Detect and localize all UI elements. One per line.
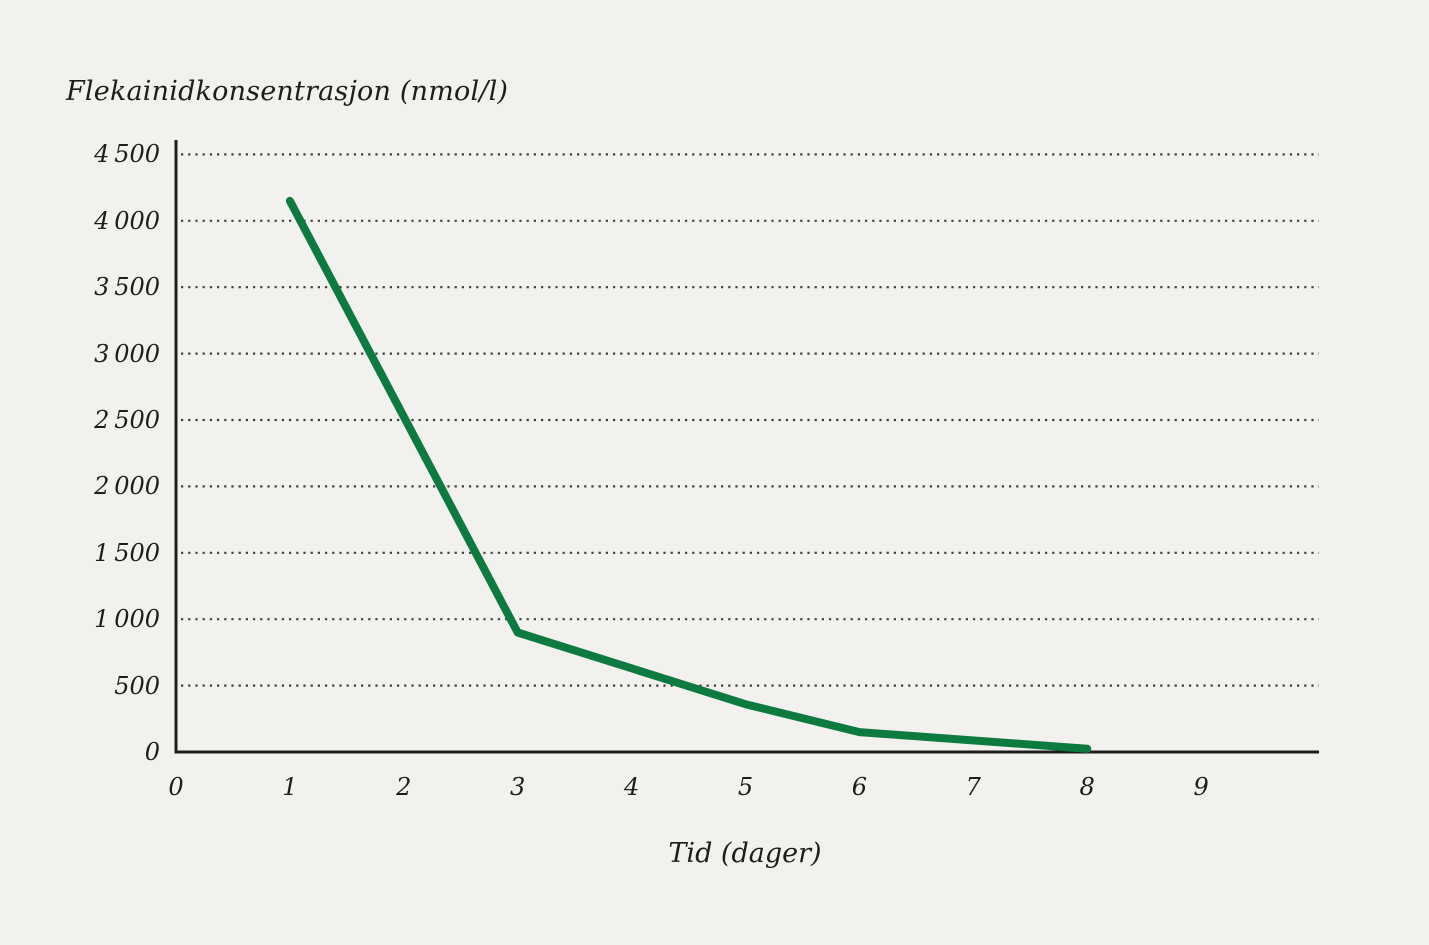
y-tick-label: 1 000	[94, 605, 160, 634]
y-tick-label: 2 500	[94, 406, 160, 434]
series-line	[285, 196, 1092, 753]
y-tick-label: 3 500	[94, 273, 160, 302]
x-tick-label: 0	[168, 773, 184, 801]
x-tick-label: 7	[965, 773, 981, 801]
y-tick-label: 0	[144, 738, 160, 766]
x-tick-label: 1	[282, 773, 298, 801]
x-axis-title: Tid (dager)	[668, 838, 822, 869]
y-tick-label: 4 000	[94, 206, 160, 235]
y-tick-label: 1 500	[94, 538, 160, 567]
x-tick-label: 9	[1193, 773, 1209, 801]
y-tick-label: 3 000	[94, 339, 160, 368]
gridlines-group	[181, 153, 1319, 687]
x-tick-label: 4	[623, 773, 640, 801]
y-axis-title: Flekainidkonsentrasjon (nmol/l)	[66, 76, 509, 107]
x-tick-label: 3	[510, 773, 526, 801]
x-tick-label: 8	[1079, 773, 1095, 801]
y-tick-label: 2 000	[94, 472, 160, 501]
y-tick-label: 4 500	[94, 140, 160, 169]
y-tick-label: 500	[114, 671, 160, 700]
x-tick-label: 2	[396, 773, 412, 801]
x-tick-label: 6	[851, 773, 868, 801]
x-tick-label: 5	[737, 773, 754, 801]
